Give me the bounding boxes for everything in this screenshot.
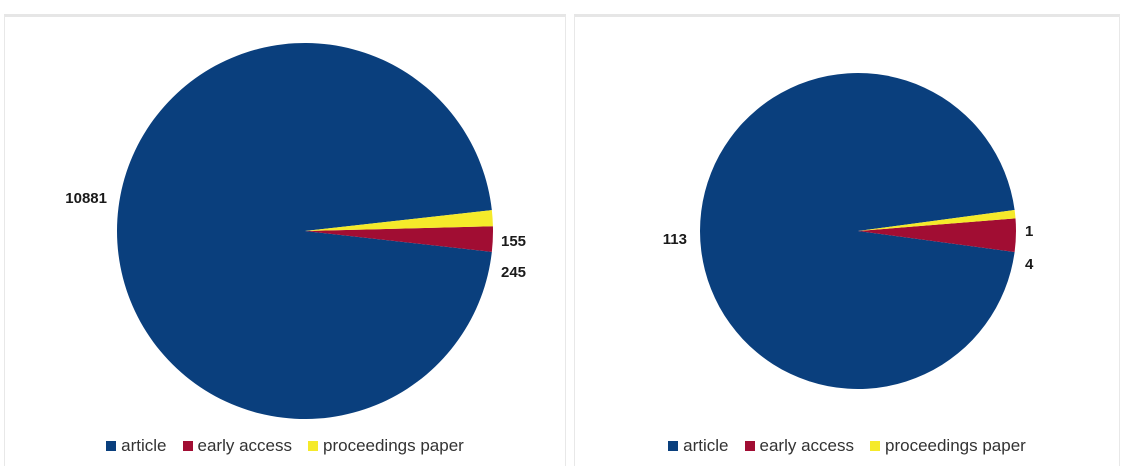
legend-swatch-proceedings-paper [870,441,880,451]
pie-chart-left: 10881 245 155 [65,43,526,420]
legend-left: article early access proceedings paper [5,436,565,456]
data-label-article: 10881 [65,190,107,207]
legend-label-article: article [683,436,729,455]
pie-slice-early-access[interactable] [858,218,1016,252]
data-label-article: 113 [663,231,687,248]
legend-item-early-access[interactable]: early access [744,436,854,456]
pie-chart-panel-left: 10881 245 155 article early access proceed… [4,14,566,466]
pie-slice-article[interactable] [116,43,492,420]
pie-slice-article[interactable] [700,73,1015,390]
legend-label-article: article [121,436,167,455]
legend-item-article[interactable]: article [106,436,167,456]
data-label-proceedings-paper: 155 [501,233,526,250]
legend-label-early-access: early access [759,436,854,455]
legend-label-proceedings-paper: proceedings paper [323,436,464,455]
legend-item-proceedings-paper[interactable]: proceedings paper [308,436,464,456]
legend-label-proceedings-paper: proceedings paper [885,436,1026,455]
legend-label-early-access: early access [197,436,292,455]
pie-chart-panel-right: 113 4 1 article early access proceedings p… [574,14,1120,466]
pie-slice-proceedings-paper[interactable] [305,210,493,231]
data-label-early-access: 4 [1025,256,1034,273]
legend-item-early-access[interactable]: early access [182,436,292,456]
legend-swatch-early-access [744,441,755,451]
data-label-early-access: 245 [501,264,526,281]
legend-item-proceedings-paper[interactable]: proceedings paper [870,436,1026,456]
legend-right: article early access proceedings paper [575,436,1119,456]
legend-swatch-proceedings-paper [308,441,318,451]
legend-swatch-article [668,441,679,451]
legend-item-article[interactable]: article [668,436,729,456]
pie-chart-right: 113 4 1 [663,73,1034,390]
legend-swatch-early-access [182,441,193,451]
pie-slice-early-access[interactable] [305,226,493,252]
legend-swatch-article [106,441,117,451]
pie-slice-proceedings-paper[interactable] [858,210,1016,231]
data-label-proceedings-paper: 1 [1025,223,1033,240]
